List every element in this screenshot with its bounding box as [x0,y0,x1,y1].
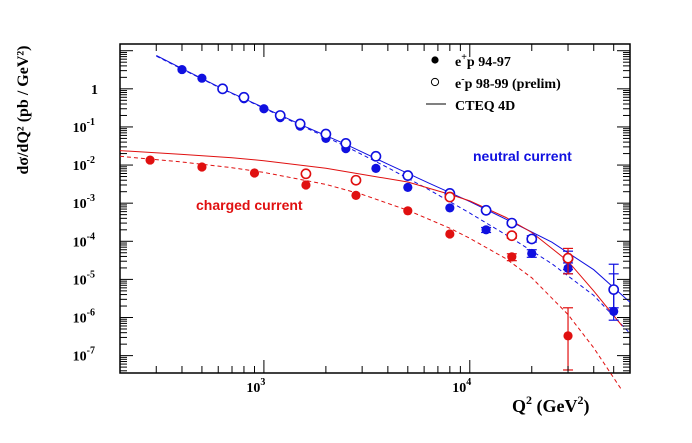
point-series-1-0 [217,83,228,95]
y-tick-label: 1 [91,83,98,98]
point-series-1-7 [402,170,414,181]
point-series-1-11 [526,233,538,245]
legend: e+p 94-97 e-p 98-99 (prelim) CTEQ 4D [426,52,561,114]
axes: 103 104 1 10-1 10-2 10-3 10-4 10-5 10-6 10-7 [73,44,631,396]
point-series-3-1 [350,174,362,186]
point-series-3-4 [562,252,574,264]
point-series-0-11 [445,203,455,213]
point-series-0-1 [197,73,207,83]
legend-entry-eminus: e-p 98-99 (prelim) [455,74,561,92]
y-tick-label: 10-4 [73,231,95,250]
point-series-2-8 [563,331,573,341]
point-series-2-6 [445,229,455,239]
x-axis-label: Q2 (GeV2) [512,393,590,417]
y-tick-label: 10-3 [73,193,95,212]
annotation-neutral-current: neutral current [473,148,572,164]
curve-3 [119,155,623,391]
annotation-charged-current: charged current [196,197,303,213]
data-points [145,64,620,371]
point-series-0-4 [259,104,269,114]
point-series-2-3 [301,180,311,190]
point-series-1-13 [608,284,620,295]
curve-2 [119,150,623,327]
point-series-0-13 [527,248,537,259]
point-series-2-0 [145,155,155,165]
plot-frame [119,43,631,374]
point-series-2-5 [403,206,413,216]
legend-marker-open [430,77,440,87]
curve-0 [156,55,631,303]
point-series-0-12 [481,225,491,235]
point-series-0-9 [371,163,381,173]
point-series-1-4 [320,128,332,140]
point-series-2-2 [249,168,260,178]
y-tick-label: 10-6 [73,308,95,327]
point-series-1-5 [340,137,352,149]
point-series-2-1 [197,162,207,172]
y-tick-label: 10-1 [73,117,95,136]
y-tick-label: 10-7 [73,346,95,365]
legend-entry-cteq: CTEQ 4D [455,99,515,114]
x-tick-label: 103 [246,377,265,396]
point-series-1-10 [506,217,518,229]
point-series-2-7 [507,252,517,262]
theory-curves [119,55,631,391]
point-series-1-9 [480,204,492,216]
point-series-0-0 [177,64,187,75]
legend-entry-eplus: e+p 94-97 [455,52,511,70]
point-series-3-0 [300,168,312,180]
point-series-0-15 [609,306,619,316]
point-series-3-3 [506,230,518,242]
point-series-1-6 [370,150,382,162]
point-series-1-2 [274,110,286,121]
y-tick-label: 10-5 [73,269,95,288]
point-series-1-3 [294,118,306,130]
point-series-0-10 [403,182,413,192]
curve-1 [156,55,631,334]
point-series-3-2 [444,191,456,203]
point-series-2-4 [351,190,361,200]
point-series-1-1 [238,91,250,103]
legend-marker-filled [431,56,439,64]
x-tick-label: 104 [452,377,471,396]
y-axis-label: dσ/dQ² (pb / GeV²) [15,46,32,175]
y-tick-label: 10-2 [73,155,95,174]
